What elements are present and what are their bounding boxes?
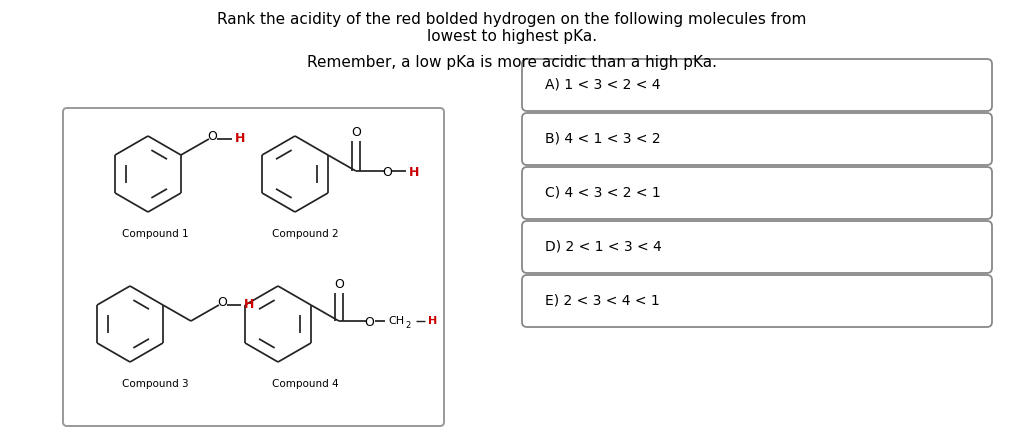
Text: lowest to highest pKa.: lowest to highest pKa. — [427, 29, 597, 44]
FancyBboxPatch shape — [522, 221, 992, 273]
Text: H: H — [244, 297, 254, 310]
Text: Rank the acidity of the red bolded hydrogen on the following molecules from: Rank the acidity of the red bolded hydro… — [217, 12, 807, 28]
Text: O: O — [207, 130, 217, 143]
Text: H: H — [234, 131, 245, 144]
Text: B) 4 < 1 < 3 < 2: B) 4 < 1 < 3 < 2 — [545, 132, 660, 146]
Text: O: O — [351, 126, 360, 139]
FancyBboxPatch shape — [522, 167, 992, 219]
Text: H: H — [428, 316, 437, 326]
Text: D) 2 < 1 < 3 < 4: D) 2 < 1 < 3 < 4 — [545, 240, 662, 254]
Text: O: O — [382, 166, 392, 179]
Text: O: O — [217, 297, 227, 309]
Text: C) 4 < 3 < 2 < 1: C) 4 < 3 < 2 < 1 — [545, 186, 660, 200]
Text: O: O — [334, 278, 344, 290]
FancyBboxPatch shape — [522, 275, 992, 327]
Text: Compound 3: Compound 3 — [122, 379, 188, 389]
Text: CH: CH — [389, 316, 404, 326]
Text: 2: 2 — [406, 321, 411, 329]
Text: E) 2 < 3 < 4 < 1: E) 2 < 3 < 4 < 1 — [545, 294, 659, 308]
Text: Remember, a low pKa is more acidic than a high pKa.: Remember, a low pKa is more acidic than … — [307, 55, 717, 70]
Text: Compound 1: Compound 1 — [122, 229, 188, 239]
FancyBboxPatch shape — [522, 59, 992, 111]
FancyBboxPatch shape — [63, 108, 444, 426]
Text: O: O — [364, 317, 374, 329]
Text: Compound 2: Compound 2 — [271, 229, 338, 239]
FancyBboxPatch shape — [522, 113, 992, 165]
Text: H: H — [409, 166, 419, 178]
Text: A) 1 < 3 < 2 < 4: A) 1 < 3 < 2 < 4 — [545, 78, 660, 92]
Text: Compound 4: Compound 4 — [271, 379, 338, 389]
